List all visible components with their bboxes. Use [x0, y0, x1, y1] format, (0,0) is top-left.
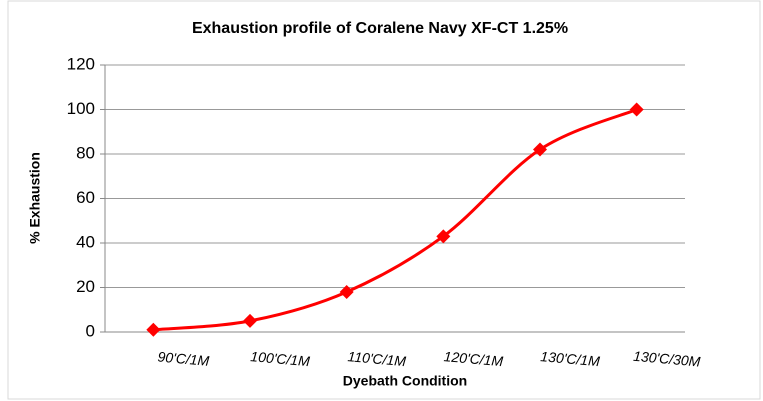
data-point: [339, 284, 354, 299]
y-tick-label: 100: [67, 99, 95, 118]
chart-border: [7, 0, 761, 400]
x-tick-label: 130'C/1M: [540, 348, 601, 369]
data-point: [436, 229, 451, 244]
y-tick-label: 60: [76, 188, 95, 207]
y-tick-label: 20: [76, 277, 95, 296]
y-tick-label: 40: [76, 232, 95, 251]
data-point: [533, 142, 547, 157]
data-point: [629, 102, 644, 117]
y-tick-label: 0: [86, 321, 95, 340]
y-tick-label: 120: [67, 54, 95, 73]
x-tick-label: 120'C/1M: [443, 348, 504, 369]
data-point: [243, 313, 257, 328]
y-axis-label: % Exhaustion: [27, 152, 43, 244]
data-point: [146, 322, 161, 337]
x-tick-label: 90'C/1M: [157, 348, 210, 368]
x-axis-label: Dyebath Condition: [343, 373, 467, 389]
y-tick-label: 80: [76, 143, 95, 162]
x-tick-label: 130'C/30M: [633, 348, 702, 370]
chart-title: Exhaustion profile of Coralene Navy XF-C…: [192, 20, 568, 37]
x-tick-label: 110'C/1M: [347, 348, 407, 369]
x-tick-label: 100'C/1M: [250, 348, 311, 369]
